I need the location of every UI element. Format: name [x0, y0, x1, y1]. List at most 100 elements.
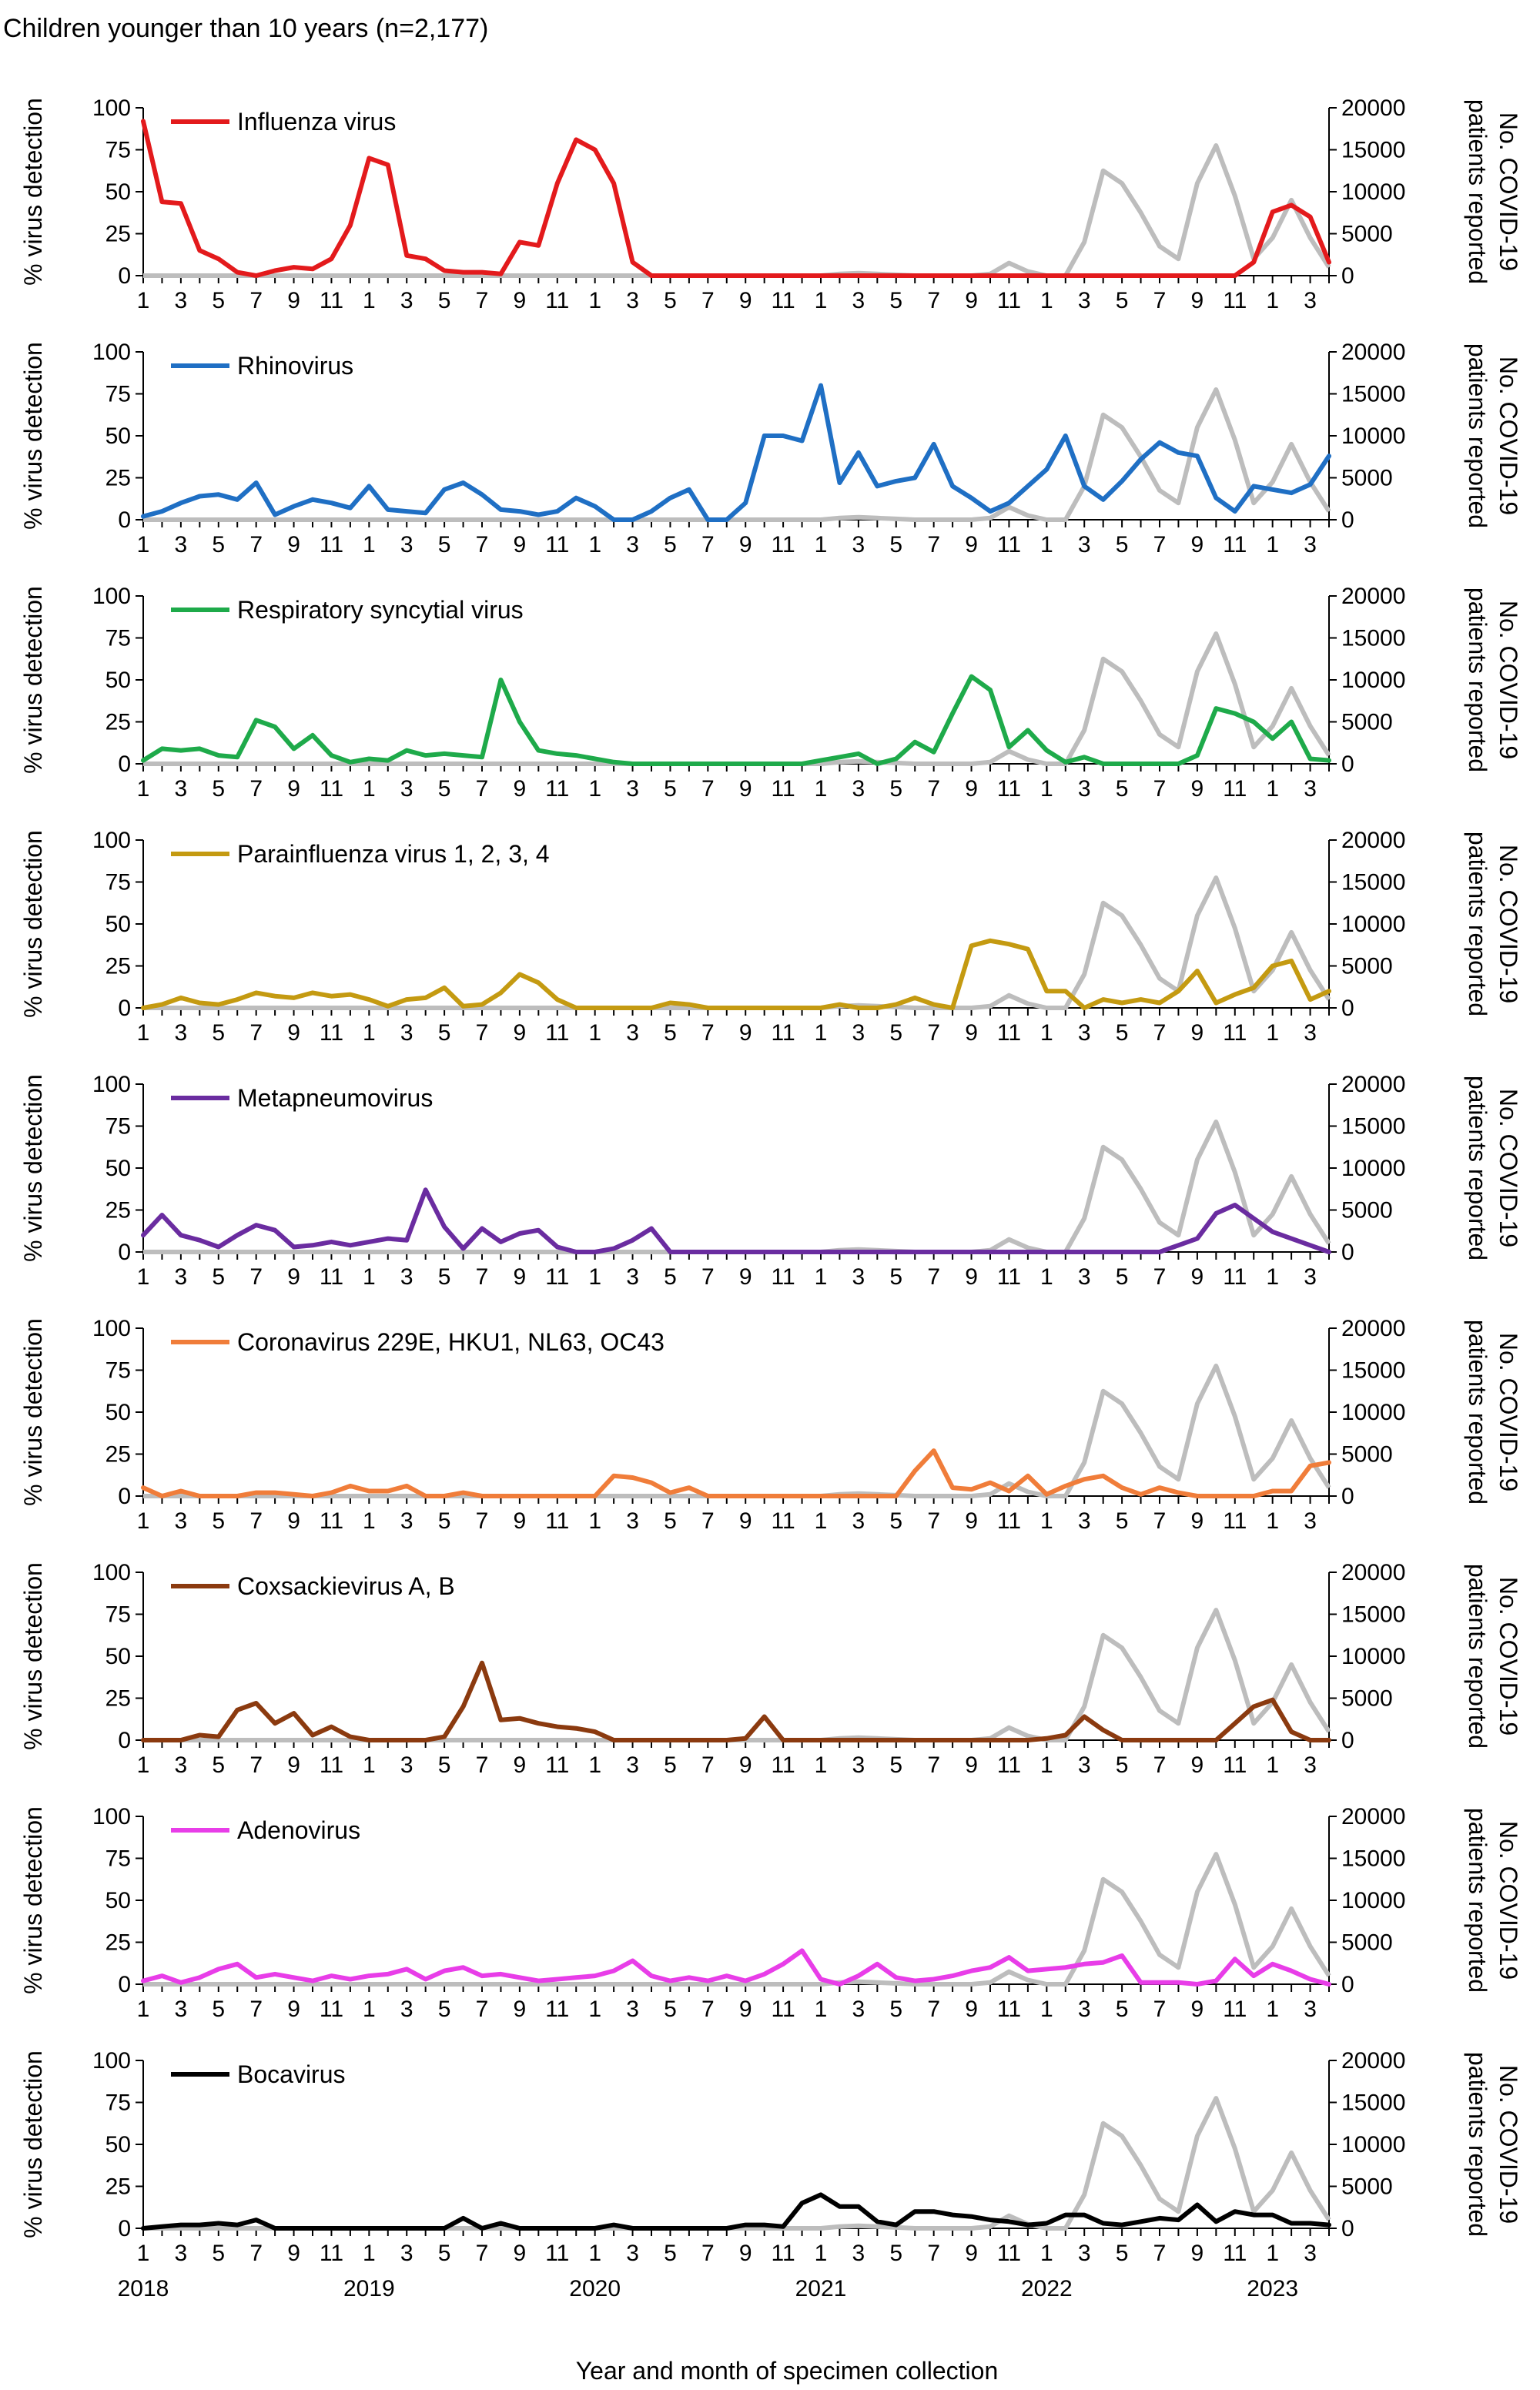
month-tick-label: 9	[965, 776, 978, 802]
month-tick-label: 9	[514, 2241, 527, 2266]
month-tick-label: 3	[1304, 1020, 1317, 1046]
month-tick-label: 9	[739, 776, 752, 802]
right-tick-label: 15000	[1341, 138, 1405, 163]
month-tick-label: 9	[739, 1752, 752, 1778]
month-tick-label: 11	[545, 1508, 569, 1534]
month-tick-label: 3	[1304, 776, 1317, 802]
month-tick-label: 7	[927, 532, 940, 557]
month-tick-label: 9	[1191, 776, 1204, 802]
month-tick-label: 5	[664, 776, 677, 802]
y-left-title: % virus detection	[19, 1562, 47, 1750]
month-tick-label: 11	[545, 1264, 569, 1290]
month-tick-label: 9	[287, 1752, 300, 1778]
month-tick-label: 1	[1040, 776, 1053, 802]
month-tick-label: 3	[852, 1264, 865, 1290]
month-tick-label: 5	[438, 776, 451, 802]
month-tick-label: 7	[1153, 1264, 1167, 1290]
y-right-title-line2: patients reported	[1464, 99, 1491, 284]
month-tick-label: 3	[175, 1264, 188, 1290]
month-tick-label: 1	[815, 776, 828, 802]
right-tick-label: 5000	[1341, 954, 1393, 979]
month-tick-label: 9	[739, 1020, 752, 1046]
month-tick-label: 11	[1223, 1997, 1247, 2022]
month-tick-label: 11	[772, 776, 795, 802]
month-tick-label: 1	[1266, 532, 1279, 557]
legend-label: Influenza virus	[237, 108, 396, 136]
month-tick-label: 7	[927, 1508, 940, 1534]
month-tick-label: 1	[588, 1264, 601, 1290]
month-tick-label: 1	[1266, 1020, 1279, 1046]
month-tick-label: 3	[1304, 1508, 1317, 1534]
right-tick-label: 15000	[1341, 1358, 1405, 1384]
month-tick-label: 3	[400, 1020, 413, 1046]
left-tick-label: 100	[92, 1804, 131, 1829]
month-tick-label: 9	[965, 1264, 978, 1290]
month-tick-label: 11	[1223, 532, 1247, 557]
year-label: 2018	[118, 2276, 169, 2301]
right-tick-label: 10000	[1341, 1400, 1405, 1425]
left-tick-label: 25	[105, 710, 131, 735]
month-tick-label: 5	[438, 1020, 451, 1046]
month-tick-label: 11	[1223, 1752, 1247, 1778]
virus-line	[141, 1448, 1331, 1498]
right-tick-label: 15000	[1341, 1114, 1405, 1140]
left-tick-label: 75	[105, 1114, 131, 1140]
month-tick-label: 7	[927, 1264, 940, 1290]
left-tick-label: 75	[105, 1846, 131, 1872]
month-tick-label: 7	[701, 1997, 715, 2022]
left-tick-label: 100	[92, 1560, 131, 1585]
month-tick-label: 9	[514, 1752, 527, 1778]
month-tick-label: 5	[664, 1508, 677, 1534]
left-tick-label: 50	[105, 1888, 131, 1913]
month-tick-label: 5	[438, 2241, 451, 2266]
month-tick-label: 9	[1191, 1752, 1204, 1778]
right-tick-label: 5000	[1341, 222, 1393, 247]
month-tick-label: 1	[363, 1752, 376, 1778]
covid-line	[143, 143, 1331, 278]
month-tick-label: 7	[927, 776, 940, 802]
month-tick-label: 9	[965, 2241, 978, 2266]
year-label: 2022	[1021, 2276, 1073, 2301]
month-tick-label: 1	[137, 288, 150, 313]
month-tick-label: 9	[1191, 1264, 1204, 1290]
legend-label: Parainfluenza virus 1, 2, 3, 4	[237, 840, 550, 868]
month-tick-label: 11	[772, 1997, 795, 2022]
month-tick-label: 1	[363, 776, 376, 802]
right-tick-label: 10000	[1341, 912, 1405, 937]
right-tick-label: 5000	[1341, 2174, 1393, 2200]
month-tick-label: 7	[249, 1264, 263, 1290]
month-tick-label: 3	[626, 1020, 639, 1046]
month-tick-label: 1	[588, 2241, 601, 2266]
left-tick-label: 75	[105, 626, 131, 651]
month-tick-label: 1	[1040, 1508, 1053, 1534]
month-tick-label: 1	[137, 1752, 150, 1778]
month-tick-label: 1	[1040, 1997, 1053, 2022]
left-tick-label: 25	[105, 1930, 131, 1956]
month-tick-label: 7	[476, 288, 489, 313]
y-right-title-line2: patients reported	[1464, 587, 1491, 772]
month-tick-label: 7	[701, 288, 715, 313]
right-tick-label: 0	[1341, 507, 1354, 533]
month-tick-label: 5	[438, 288, 451, 313]
left-tick-label: 50	[105, 179, 131, 205]
y-right-title-line2: patients reported	[1464, 1808, 1491, 1993]
month-tick-label: 5	[1116, 2241, 1129, 2266]
month-tick-label: 5	[889, 776, 902, 802]
y-right-title-line1: No. COVID-19	[1495, 1577, 1522, 1736]
y-left-title: % virus detection	[19, 1806, 47, 1994]
month-tick-label: 1	[1040, 1752, 1053, 1778]
month-tick-label: 9	[287, 1997, 300, 2022]
month-tick-label: 9	[287, 1020, 300, 1046]
legend-label: Adenovirus	[237, 1816, 360, 1844]
y-right-title-line1: No. COVID-19	[1495, 601, 1522, 759]
right-tick-label: 5000	[1341, 710, 1393, 735]
month-tick-label: 1	[1266, 288, 1279, 313]
month-tick-label: 3	[1078, 1752, 1091, 1778]
month-tick-label: 11	[1223, 1508, 1247, 1534]
month-tick-label: 3	[852, 1752, 865, 1778]
month-tick-label: 9	[514, 532, 527, 557]
month-tick-label: 3	[626, 1752, 639, 1778]
